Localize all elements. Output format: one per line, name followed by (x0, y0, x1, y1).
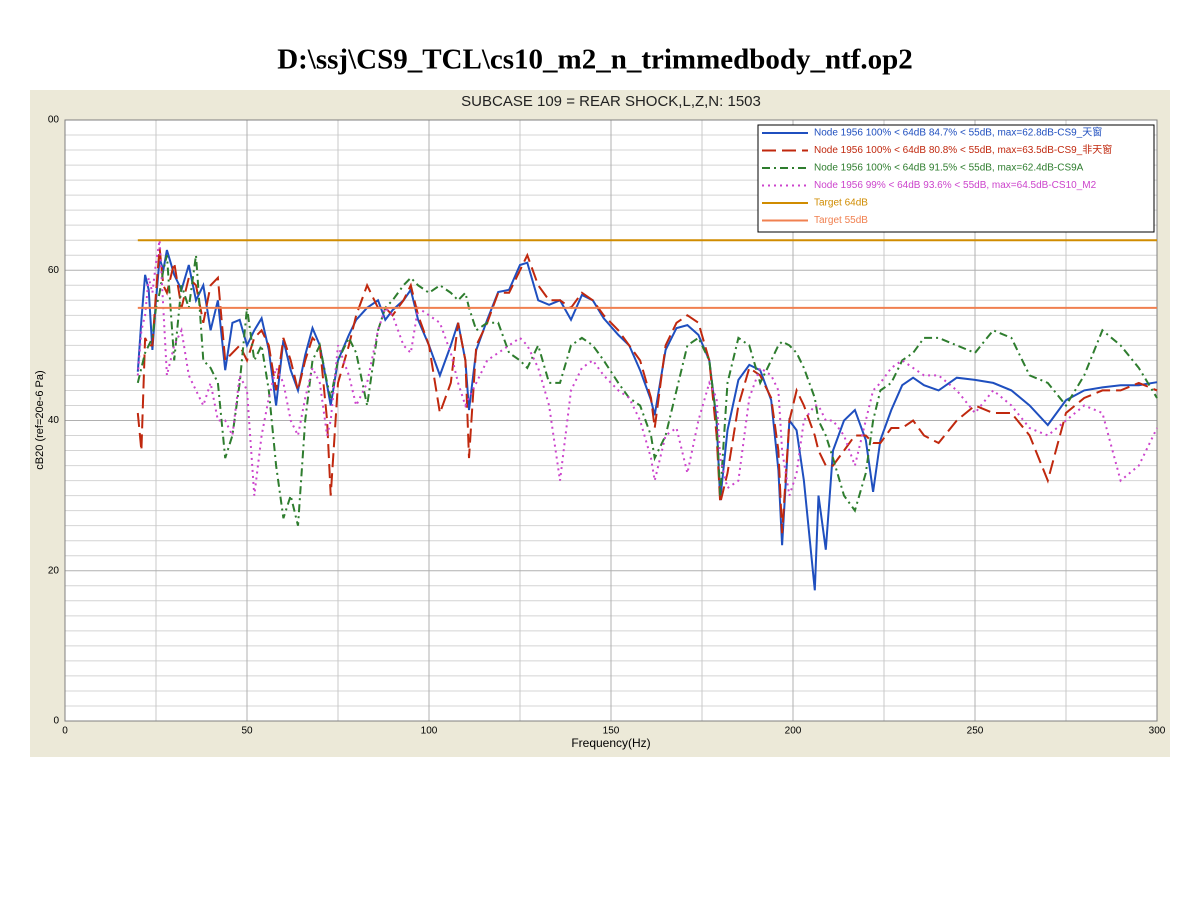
x-tick-label: 150 (603, 726, 620, 737)
x-tick-label: 50 (241, 726, 253, 737)
series-line (136, 254, 1158, 526)
x-tick-label: 100 (421, 726, 438, 737)
page-title: D:\ssj\CS9_TCL\cs10_m2_n_trimmedbody_ntf… (277, 44, 913, 76)
legend-label: Node 1956 100% < 64dB 84.7% < 55dB, max=… (814, 126, 1102, 139)
legend-label: Target 55dB (814, 215, 868, 226)
series-line (136, 247, 1158, 534)
y-tick-label: 20 (48, 565, 60, 576)
legend-label: Node 1956 100% < 64dB 91.5% < 55dB, max=… (814, 163, 1084, 174)
series-line (136, 249, 1158, 591)
plot-lines (136, 239, 1158, 591)
x-tick-label: 200 (785, 726, 802, 737)
chart-title: SUBCASE 109 = REAR SHOCK,L,Z,N: 1503 (461, 93, 761, 110)
y-tick-label: 40 (48, 415, 60, 426)
legend-box (757, 124, 1155, 233)
legend-label: Node 1956 100% < 64dB 80.8% < 55dB, max=… (814, 143, 1112, 156)
plot-border (64, 119, 1158, 722)
legend-label: Target 64dB (814, 198, 868, 209)
x-tick-label: 300 (1149, 726, 1166, 737)
legend: Node 1956 100% < 64dB 84.7% < 55dB, max=… (757, 124, 1155, 233)
y-tick-label: 60 (48, 265, 60, 276)
legend-label: Node 1956 99% < 64dB 93.6% < 55dB, max=6… (814, 180, 1097, 191)
x-axis-label: Frequency(Hz) (571, 736, 650, 750)
y-tick-label: 0 (53, 716, 59, 727)
y-tick-label: 00 (48, 115, 60, 126)
x-tick-label: 250 (967, 726, 984, 737)
y-axis-label: cB20 (ref=20e-6 Pa) (34, 370, 46, 469)
x-tick-label: 0 (62, 726, 68, 737)
